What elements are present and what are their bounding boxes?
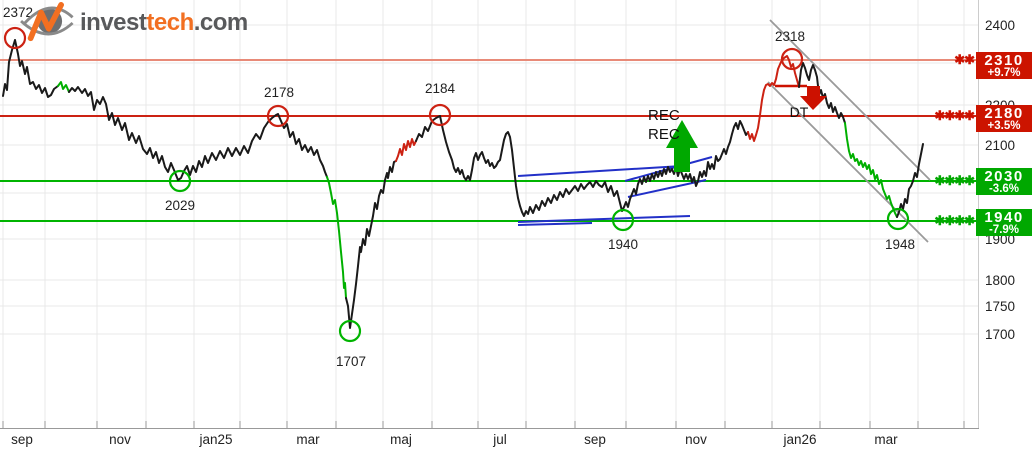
sell-signal-arrow [800,86,827,110]
y-axis-label: 2400 [985,18,1015,33]
resistance-badge-2310: 2310 +9.7% [976,52,1032,79]
logo-invest: invest [80,9,147,36]
annotation-dt: DT [790,104,809,120]
extreme-circle-2318 [780,47,804,71]
trend-line [517,215,691,223]
extreme-label-1940: 1940 [608,237,638,252]
extreme-label-1707: 1707 [336,354,366,369]
x-axis-label: mar [874,432,898,447]
y-axis-label: 1700 [985,327,1015,342]
investtech-logo-icon [20,2,74,42]
y-axis-label: 1750 [985,299,1015,314]
x-axis-label: nov [109,432,131,447]
support-stars-2030: ✱✱✱✱ [934,173,975,188]
extreme-label-2178: 2178 [264,85,294,100]
extreme-label-2372: 2372 [3,5,33,20]
support-badge-1940: 1940 -7.9% [976,209,1032,236]
support-stars-1940: ✱✱✱✱ [934,213,975,228]
resistance-stars-2180: ✱✱✱✱ [934,108,975,123]
price-line-segment [798,62,846,124]
x-axis-label: jan25 [198,432,232,447]
investtech-logo: investtech.com [12,2,248,44]
annotation-rec: REC [648,126,680,143]
x-axis-label: jan26 [782,432,816,447]
level-value: 2310 [984,52,1024,69]
price-line-segment [896,143,924,218]
y-axis-label: 2100 [985,138,1015,153]
resistance-badge-2180: 2180 +3.5% [976,105,1032,132]
y-axis-label: 1800 [985,273,1015,288]
trend-line [517,165,683,177]
x-axis-label: jul [492,432,507,447]
price-line-segment [57,81,70,93]
trend-line [769,19,931,181]
extreme-circle-2184 [428,103,452,127]
level-value: 1940 [984,209,1024,226]
logo-tech: tech [146,9,194,36]
price-line-segment [415,115,749,217]
x-axis-label: sep [11,432,33,447]
price-line-segment [395,138,417,162]
price-line-segment [747,55,800,142]
extreme-label-2318: 2318 [775,29,805,44]
resistance-stars-2310: ✱✱ [954,52,975,67]
annotation-rec: REC [648,107,680,124]
extreme-circle-1940 [611,208,635,232]
level-value: 2030 [984,168,1024,185]
support-badge-2030: 2030 -3.6% [976,168,1032,195]
x-axis-label: nov [685,432,707,447]
trend-line [767,81,929,243]
price-line-segment [345,160,397,329]
trend-line [517,222,593,226]
x-axis-label: maj [390,432,412,447]
level-change: +3.5% [987,120,1021,132]
level-change: +9.7% [987,67,1021,79]
level-change: -3.6% [988,183,1020,195]
logo-dotcom: .com [193,9,249,36]
level-value: 2180 [984,105,1024,122]
x-axis-label: mar [296,432,320,447]
x-axis-label: sep [584,432,606,447]
price-line-segment [844,122,898,218]
extreme-circle-2178 [266,104,290,128]
extreme-circle-1948 [886,207,910,231]
extreme-circle-1707 [338,319,362,343]
investtech-logo-text: investtech.com [80,2,248,44]
price-line-segment [68,86,328,181]
extreme-circle-2029 [168,169,192,193]
level-change: -7.9% [988,224,1020,236]
extreme-label-1948: 1948 [885,237,915,252]
extreme-circle-2372 [3,26,27,50]
price-line-segment [326,176,347,299]
buy-signal-arrow [666,120,698,172]
extreme-label-2029: 2029 [165,198,195,213]
extreme-label-2184: 2184 [425,81,456,96]
price-line-segment [2,39,59,98]
trend-line [627,179,707,198]
